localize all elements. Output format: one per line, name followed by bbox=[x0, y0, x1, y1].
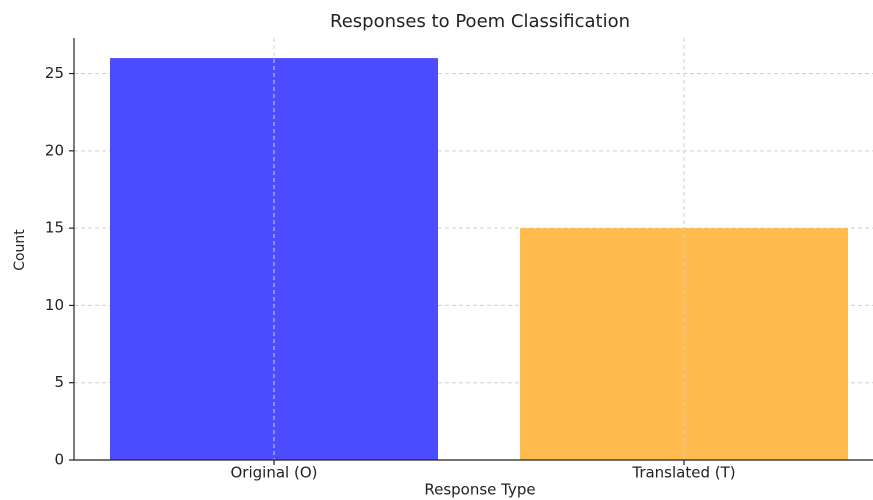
y-tick-label: 25 bbox=[45, 64, 64, 82]
y-tick-label: 5 bbox=[54, 373, 64, 391]
y-axis-label: Count bbox=[12, 229, 28, 271]
y-tick-label: 10 bbox=[45, 296, 64, 314]
x-axis-label: Response Type bbox=[424, 481, 535, 499]
x-tick-label: Translated (T) bbox=[631, 464, 735, 482]
x-tick-label: Original (O) bbox=[231, 464, 318, 482]
y-tick-label: 20 bbox=[45, 141, 64, 159]
y-tick-label: 15 bbox=[45, 219, 64, 237]
chart-title: Responses to Poem Classification bbox=[330, 11, 630, 32]
bar bbox=[520, 228, 848, 460]
y-tick-label: 0 bbox=[54, 451, 64, 469]
